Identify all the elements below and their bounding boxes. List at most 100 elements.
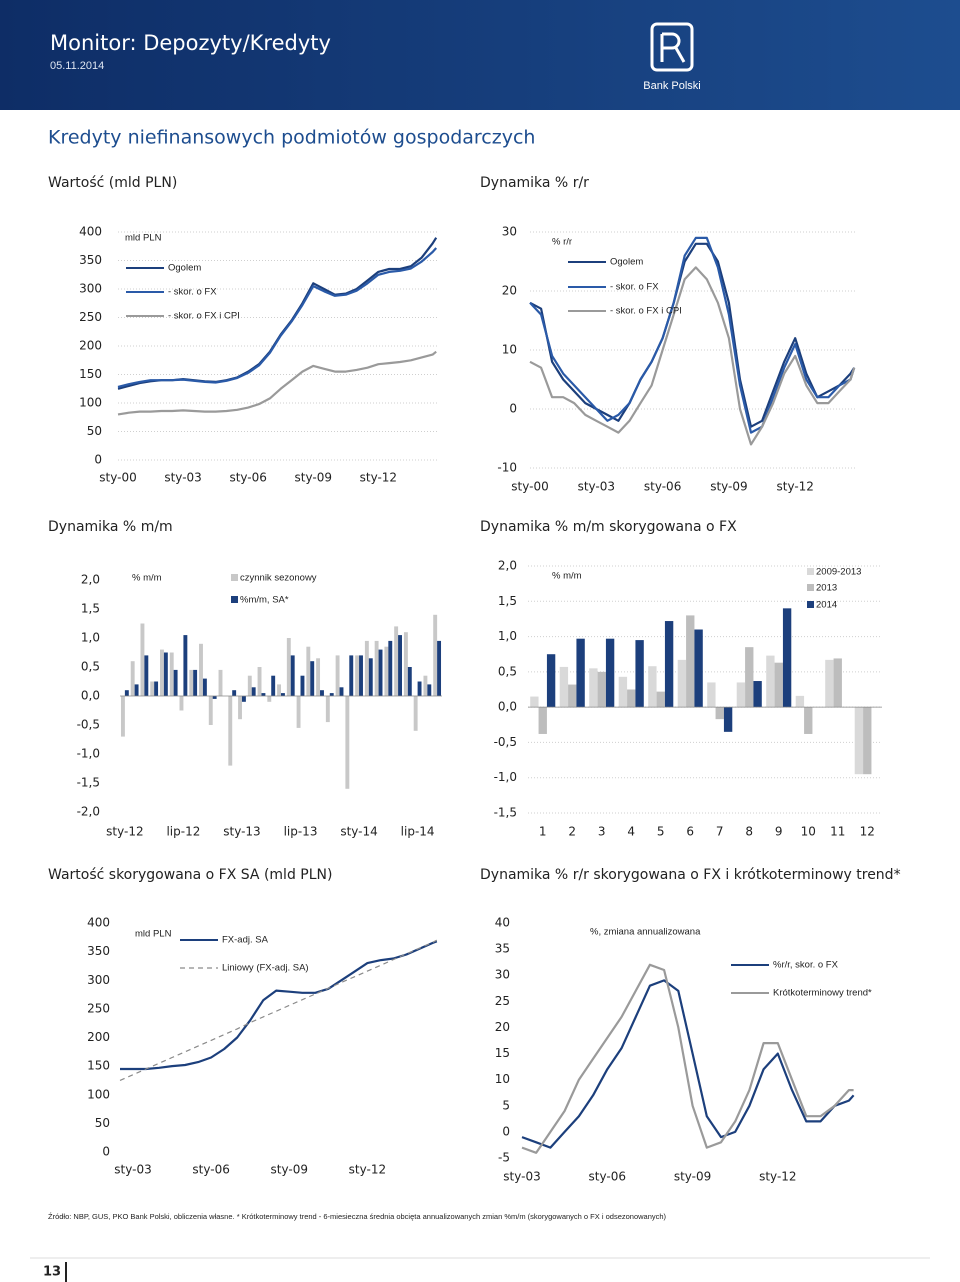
bar: [202, 678, 207, 696]
legend-label: - skor. o FX: [168, 287, 217, 298]
y-tick-label: -2,0: [77, 805, 100, 819]
bar: [384, 646, 389, 696]
bar: [281, 693, 285, 696]
y-tick-label: -1,0: [77, 747, 100, 761]
bar: [398, 635, 402, 696]
bar: [345, 696, 350, 789]
bar: [163, 652, 168, 696]
y-tick-label: 150: [79, 367, 102, 381]
x-tick-label: sty-12: [759, 1170, 796, 1184]
bar: [300, 675, 305, 696]
bar: [795, 695, 805, 708]
bar: [320, 690, 324, 696]
y-tick-label: 20: [495, 1020, 510, 1034]
bar: [774, 662, 783, 708]
y-tick-label: 200: [79, 339, 102, 353]
legend-label: 2014: [816, 600, 837, 611]
bar: [694, 629, 703, 708]
bar: [753, 681, 762, 708]
bar: [530, 696, 539, 708]
bar: [160, 649, 164, 696]
x-tick-label: 6: [686, 825, 694, 839]
x-tick-label: 7: [716, 825, 724, 839]
bar: [310, 661, 315, 696]
bar: [715, 707, 724, 720]
legend-label: 2009-2013: [816, 567, 861, 578]
bar: [154, 681, 159, 696]
bar: [656, 691, 665, 708]
series-line: [117, 350, 437, 416]
y-tick-label: 5: [502, 1098, 510, 1112]
x-tick-label: 4: [627, 825, 635, 839]
x-tick-label: 2: [568, 825, 576, 839]
bar: [349, 655, 354, 696]
bar: [271, 675, 276, 696]
y-tick-label: 0,0: [498, 700, 517, 714]
bar: [546, 654, 556, 708]
bar: [423, 675, 428, 696]
x-tick-label: sty-06: [644, 480, 681, 494]
bar: [173, 669, 178, 696]
bar: [374, 640, 379, 696]
series-line: [521, 963, 854, 1154]
x-tick-label: sty-03: [114, 1163, 151, 1177]
x-tick-label: sty-06: [589, 1170, 626, 1184]
x-tick-label: sty-03: [164, 471, 201, 485]
bar: [212, 696, 217, 699]
legend-label: - skor. o FX i CPI: [168, 311, 240, 322]
series-line: [529, 242, 856, 428]
bar: [782, 608, 792, 708]
bar: [355, 655, 360, 696]
y-tick-label: 300: [87, 973, 110, 987]
bar: [120, 696, 125, 737]
y-tick-label: 1,5: [81, 602, 100, 616]
bar: [627, 689, 636, 708]
legend-label: - skor. o FX i CPI: [610, 306, 682, 317]
bar: [199, 643, 203, 696]
y-tick-label: 0,0: [81, 689, 100, 703]
bar: [388, 640, 393, 696]
bar: [568, 684, 577, 708]
y-tick-label: 2,0: [498, 559, 517, 573]
x-tick-label: sty-12: [106, 825, 143, 839]
x-tick-label: lip-12: [166, 825, 200, 839]
y-tick-label: 100: [79, 396, 102, 410]
bar: [247, 675, 252, 696]
bar: [664, 621, 674, 708]
legend-label: czynnik sezonowy: [240, 573, 317, 584]
y-tick-label: 25: [495, 994, 510, 1008]
bar: [232, 690, 237, 696]
bar: [339, 687, 344, 696]
bar: [130, 661, 135, 696]
bar: [325, 696, 330, 723]
bar: [378, 649, 383, 696]
x-tick-label: sty-00: [511, 480, 548, 494]
x-tick-label: sty-13: [223, 825, 260, 839]
x-tick-label: lip-13: [284, 825, 318, 839]
bar: [193, 669, 198, 696]
x-tick-label: 3: [598, 825, 606, 839]
footnote: Źródło: NBP, GUS, PKO Bank Polski, oblic…: [48, 1212, 667, 1221]
y-tick-label: 50: [95, 1116, 110, 1130]
header-band: [0, 0, 960, 110]
bar: [427, 684, 432, 696]
y-tick-label: 1,0: [498, 629, 517, 643]
bar: [261, 693, 266, 696]
y-tick-label: 350: [79, 253, 102, 267]
bar: [745, 647, 754, 708]
y-tick-label: 2,0: [81, 573, 100, 587]
bar: [833, 658, 842, 708]
y-tick-label: 50: [87, 424, 102, 438]
bar: [329, 693, 334, 696]
series-line: [120, 940, 438, 1071]
x-tick-label: sty-12: [776, 480, 813, 494]
bar: [296, 696, 301, 728]
bar: [597, 671, 606, 708]
x-tick-label: sty-03: [503, 1170, 540, 1184]
bar: [677, 659, 687, 708]
bar: [238, 696, 242, 720]
chart-title: Dynamika % r/r: [480, 175, 589, 191]
y-tick-label: 1,5: [498, 594, 517, 608]
x-tick-label: sty-09: [271, 1163, 308, 1177]
